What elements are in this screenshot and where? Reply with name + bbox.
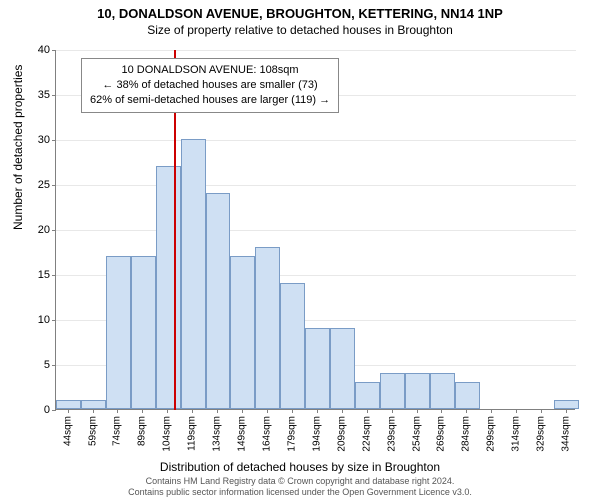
xtick-label: 254sqm — [411, 416, 422, 452]
xtick-label: 119sqm — [187, 416, 198, 451]
histogram-bar — [280, 283, 305, 409]
y-axis-label: Number of detached properties — [11, 65, 25, 230]
xtick-label: 179sqm — [286, 416, 297, 452]
xtick-mark — [466, 409, 467, 413]
footer: Contains HM Land Registry data © Crown c… — [0, 476, 600, 498]
histogram-bar — [330, 328, 355, 409]
gridline — [56, 140, 576, 141]
xtick-mark — [566, 409, 567, 413]
ytick-label: 30 — [26, 134, 50, 146]
xtick-mark — [217, 409, 218, 413]
xtick-label: 314sqm — [511, 416, 522, 452]
xtick-mark — [392, 409, 393, 413]
gridline — [56, 230, 576, 231]
histogram-bar — [554, 400, 579, 409]
histogram-bar — [56, 400, 81, 409]
xtick-mark — [441, 409, 442, 413]
ytick-mark — [52, 365, 56, 366]
xtick-mark — [242, 409, 243, 413]
xtick-mark — [292, 409, 293, 413]
ytick-mark — [52, 50, 56, 51]
xtick-label: 104sqm — [162, 416, 173, 452]
xtick-mark — [317, 409, 318, 413]
ytick-mark — [52, 140, 56, 141]
ytick-label: 10 — [26, 314, 50, 326]
xtick-label: 269sqm — [436, 416, 447, 452]
footer-line-1: Contains HM Land Registry data © Crown c… — [0, 476, 600, 487]
ytick-label: 5 — [26, 359, 50, 371]
chart-title: 10, DONALDSON AVENUE, BROUGHTON, KETTERI… — [0, 6, 600, 21]
histogram-bar — [255, 247, 280, 409]
ytick-mark — [52, 275, 56, 276]
chart-area: 051015202530354044sqm59sqm74sqm89sqm104s… — [55, 50, 575, 410]
gridline — [56, 50, 576, 51]
xtick-mark — [417, 409, 418, 413]
histogram-bar — [405, 373, 430, 409]
x-axis-label: Distribution of detached houses by size … — [0, 460, 600, 474]
ytick-label: 25 — [26, 179, 50, 191]
xtick-label: 224sqm — [361, 416, 372, 452]
histogram-bar — [156, 166, 181, 409]
annotation-line-3: 62% of semi-detached houses are larger (… — [90, 93, 330, 108]
ytick-label: 20 — [26, 224, 50, 236]
xtick-label: 149sqm — [237, 416, 248, 452]
xtick-mark — [142, 409, 143, 413]
histogram-bar — [81, 400, 106, 409]
chart-title-block: 10, DONALDSON AVENUE, BROUGHTON, KETTERI… — [0, 0, 600, 37]
gridline — [56, 185, 576, 186]
histogram-bar — [455, 382, 480, 409]
xtick-label: 134sqm — [212, 416, 223, 452]
xtick-label: 194sqm — [311, 416, 322, 452]
histogram-bar — [355, 382, 380, 409]
histogram-bar — [181, 139, 206, 409]
xtick-mark — [342, 409, 343, 413]
xtick-mark — [516, 409, 517, 413]
histogram-bar — [430, 373, 455, 409]
histogram-bar — [305, 328, 330, 409]
xtick-label: 209sqm — [336, 416, 347, 452]
histogram-bar — [206, 193, 231, 409]
xtick-mark — [93, 409, 94, 413]
ytick-label: 15 — [26, 269, 50, 281]
ytick-mark — [52, 410, 56, 411]
histogram-bar — [106, 256, 131, 409]
xtick-label: 59sqm — [87, 416, 98, 446]
histogram-bar — [380, 373, 405, 409]
ytick-mark — [52, 185, 56, 186]
annotation-box: 10 DONALDSON AVENUE: 108sqm ← 38% of det… — [81, 58, 339, 113]
xtick-label: 329sqm — [536, 416, 547, 452]
histogram-bar — [230, 256, 255, 409]
histogram-bar — [131, 256, 156, 409]
xtick-mark — [491, 409, 492, 413]
xtick-label: 44sqm — [62, 416, 73, 446]
xtick-mark — [267, 409, 268, 413]
xtick-mark — [541, 409, 542, 413]
xtick-mark — [117, 409, 118, 413]
ytick-mark — [52, 230, 56, 231]
footer-line-2: Contains public sector information licen… — [0, 487, 600, 498]
xtick-label: 74sqm — [112, 416, 123, 446]
ytick-label: 35 — [26, 89, 50, 101]
chart-subtitle: Size of property relative to detached ho… — [0, 23, 600, 37]
xtick-label: 164sqm — [261, 416, 272, 452]
xtick-mark — [68, 409, 69, 413]
xtick-mark — [192, 409, 193, 413]
xtick-mark — [167, 409, 168, 413]
ytick-mark — [52, 95, 56, 96]
xtick-label: 89sqm — [137, 416, 148, 446]
annotation-line-2: ← 38% of detached houses are smaller (73… — [90, 78, 330, 93]
ytick-label: 0 — [26, 404, 50, 416]
xtick-mark — [367, 409, 368, 413]
xtick-label: 239sqm — [386, 416, 397, 452]
xtick-label: 299sqm — [486, 416, 497, 452]
ytick-label: 40 — [26, 44, 50, 56]
annotation-line-1: 10 DONALDSON AVENUE: 108sqm — [90, 63, 330, 78]
xtick-label: 284sqm — [461, 416, 472, 452]
ytick-mark — [52, 320, 56, 321]
xtick-label: 344sqm — [561, 416, 572, 452]
